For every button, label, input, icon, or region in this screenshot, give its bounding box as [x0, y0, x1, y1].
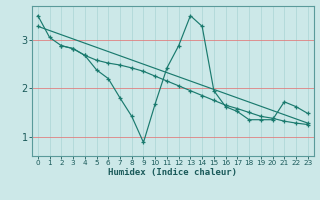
X-axis label: Humidex (Indice chaleur): Humidex (Indice chaleur): [108, 168, 237, 177]
